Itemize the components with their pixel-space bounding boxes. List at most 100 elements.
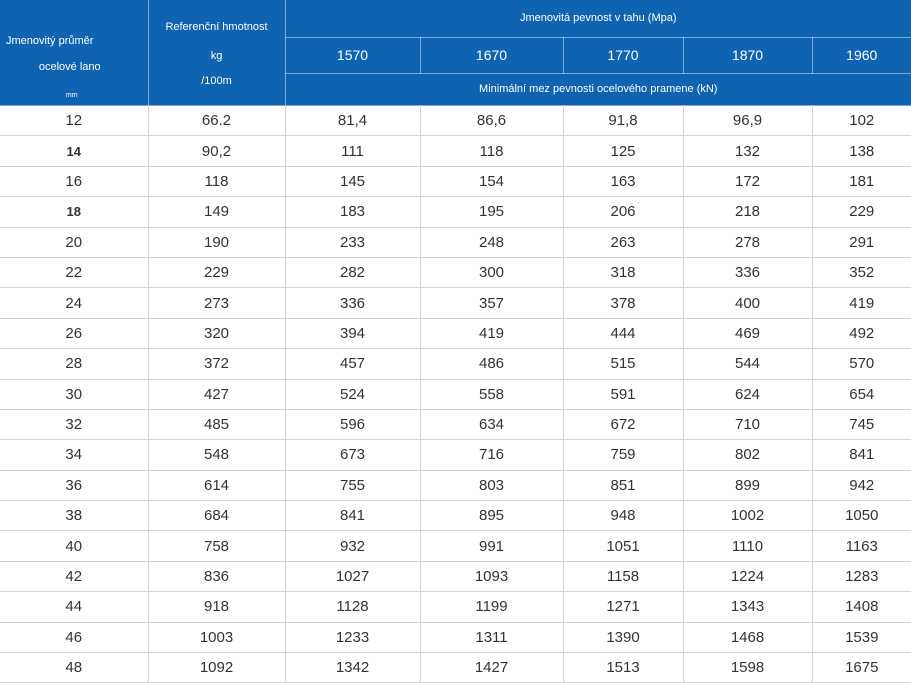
breaking-force-cell: 111 <box>284 135 421 167</box>
diameter-cell: 12 <box>0 104 149 137</box>
breaking-force-cell: 300 <box>419 256 564 289</box>
table-row: 22 229 282 300 318 336 352 <box>0 256 911 289</box>
breaking-force-cell: 419 <box>419 317 564 350</box>
breaking-force-cell: 596 <box>284 408 421 441</box>
breaking-force-cell: 991 <box>419 530 564 562</box>
breaking-force-cell: 1283 <box>811 560 911 593</box>
table-row: 14 90,2 111 118 125 132 138 <box>0 135 911 167</box>
breaking-force-cell: 1224 <box>682 560 813 593</box>
breaking-force-cell: 654 <box>811 378 911 410</box>
breaking-force-cell: 444 <box>562 317 684 350</box>
weight-cell: 66.2 <box>147 104 286 137</box>
grade-header: 1770 <box>562 36 684 74</box>
diameter-cell: 28 <box>0 348 149 380</box>
diameter-cell: 16 <box>0 165 149 198</box>
breaking-force-cell: 948 <box>562 500 684 532</box>
breaking-force-cell: 492 <box>811 317 911 350</box>
table-row: 44 918 1128 1199 1271 1343 1408 <box>0 591 911 623</box>
diameter-cell: 18 <box>0 196 149 228</box>
breaking-force-cell: 755 <box>284 469 421 502</box>
table-row: 36 614 755 803 851 899 942 <box>0 469 911 502</box>
weight-cell: 320 <box>147 317 286 350</box>
breaking-force-cell: 1311 <box>419 621 564 654</box>
breaking-force-cell: 673 <box>284 439 421 471</box>
breaking-force-cell: 759 <box>562 439 684 471</box>
table-row: 12 66.2 81,4 86,6 91,8 96,9 102 <box>0 104 911 137</box>
weight-header-per: /100m <box>201 75 232 87</box>
breaking-force-cell: 102 <box>811 104 911 137</box>
breaking-force-cell: 591 <box>562 378 684 410</box>
diameter-cell: 22 <box>0 256 149 289</box>
breaking-force-cell: 1598 <box>682 652 813 683</box>
breaking-force-cell: 932 <box>284 530 421 562</box>
breaking-force-cell: 336 <box>682 256 813 289</box>
breaking-force-cell: 1110 <box>682 530 813 562</box>
breaking-force-cell: 291 <box>811 226 911 258</box>
table-row: 20 190 233 248 263 278 291 <box>0 226 911 258</box>
breaking-force-cell: 1199 <box>419 591 564 623</box>
table-row: 38 684 841 895 948 1002 1050 <box>0 500 911 532</box>
breaking-force-cell: 118 <box>419 135 564 167</box>
breaking-force-cell: 336 <box>284 287 421 319</box>
breaking-force-cell: 419 <box>811 287 911 319</box>
breaking-force-cell: 145 <box>284 165 421 198</box>
diameter-header: Jmenovitý průměr ocelové lano mm <box>0 0 149 106</box>
breaking-force-cell: 352 <box>811 256 911 289</box>
breaking-force-cell: 570 <box>811 348 911 380</box>
weight-cell: 918 <box>147 591 286 623</box>
breaking-force-cell: 86,6 <box>419 104 564 137</box>
breaking-force-cell: 154 <box>419 165 564 198</box>
weight-header-label: Referenční hmotnost <box>165 21 268 33</box>
breaking-force-cell: 486 <box>419 348 564 380</box>
breaking-force-cell: 716 <box>419 439 564 471</box>
breaking-force-cell: 1427 <box>419 652 564 683</box>
breaking-force-cell: 899 <box>682 469 813 502</box>
breaking-force-cell: 183 <box>284 196 421 228</box>
table-row: 26 320 394 419 444 469 492 <box>0 317 911 350</box>
table-row: 30 427 524 558 591 624 654 <box>0 378 911 410</box>
breaking-force-cell: 378 <box>562 287 684 319</box>
diameter-cell: 42 <box>0 560 149 593</box>
tensile-strength-header: Jmenovitá pevnost v tahu (Mpa) <box>284 0 911 38</box>
breaking-force-cell: 318 <box>562 256 684 289</box>
breaking-force-cell: 91,8 <box>562 104 684 137</box>
table-row: 16 118 145 154 163 172 181 <box>0 165 911 198</box>
diameter-cell: 24 <box>0 287 149 319</box>
weight-cell: 485 <box>147 408 286 441</box>
diameter-header-sublabel: ocelové lano <box>38 61 101 73</box>
diameter-cell: 34 <box>0 439 149 471</box>
breaking-force-cell: 394 <box>284 317 421 350</box>
weight-cell: 372 <box>147 348 286 380</box>
diameter-cell: 44 <box>0 591 149 623</box>
diameter-cell: 40 <box>0 530 149 562</box>
weight-cell: 758 <box>147 530 286 562</box>
table-row: 28 372 457 486 515 544 570 <box>0 348 911 380</box>
breaking-force-cell: 1513 <box>562 652 684 683</box>
breaking-force-cell: 802 <box>682 439 813 471</box>
breaking-force-cell: 125 <box>562 135 684 167</box>
table-row: 24 273 336 357 378 400 419 <box>0 287 911 319</box>
diameter-cell: 30 <box>0 378 149 410</box>
breaking-force-cell: 1128 <box>284 591 421 623</box>
diameter-cell: 20 <box>0 226 149 258</box>
weight-header-unit: kg <box>210 50 223 62</box>
breaking-force-cell: 263 <box>562 226 684 258</box>
breaking-force-cell: 1050 <box>811 500 911 532</box>
breaking-force-cell: 1233 <box>284 621 421 654</box>
breaking-force-cell: 624 <box>682 378 813 410</box>
breaking-force-cell: 841 <box>811 439 911 471</box>
breaking-force-cell: 1468 <box>682 621 813 654</box>
breaking-force-cell: 1408 <box>811 591 911 623</box>
diameter-cell: 48 <box>0 652 149 683</box>
breaking-force-cell: 841 <box>284 500 421 532</box>
breaking-force-cell: 803 <box>419 469 564 502</box>
breaking-force-cell: 195 <box>419 196 564 228</box>
weight-cell: 229 <box>147 256 286 289</box>
table-row: 34 548 673 716 759 802 841 <box>0 439 911 471</box>
weight-cell: 836 <box>147 560 286 593</box>
breaking-force-cell: 1002 <box>682 500 813 532</box>
breaking-force-cell: 1390 <box>562 621 684 654</box>
weight-cell: 90,2 <box>147 135 286 167</box>
breaking-force-cell: 1027 <box>284 560 421 593</box>
breaking-force-cell: 96,9 <box>682 104 813 137</box>
